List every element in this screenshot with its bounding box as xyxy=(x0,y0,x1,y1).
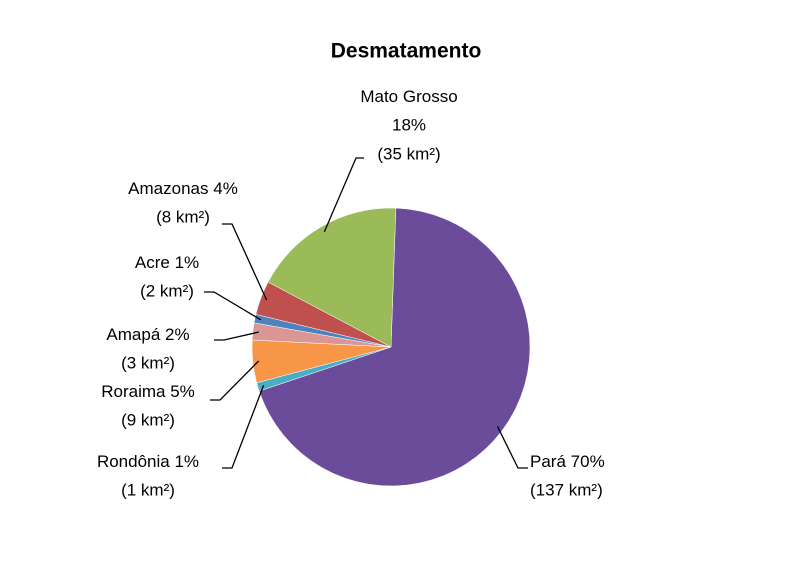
area-label: (1 km²) xyxy=(121,480,175,499)
leader-line xyxy=(222,385,265,469)
area-label: (2 km²) xyxy=(140,281,194,300)
data-label: Mato Grosso xyxy=(360,87,457,106)
leader-line xyxy=(323,157,364,233)
pie-slice xyxy=(258,207,531,487)
data-label: Pará 70% xyxy=(530,452,605,471)
category-label: Roraima xyxy=(101,382,166,401)
category-label: Rondônia xyxy=(97,452,170,471)
area-label: (35 km²) xyxy=(377,144,440,163)
chart-title: Desmatamento xyxy=(331,40,482,63)
leader-line xyxy=(210,360,260,401)
leader-line xyxy=(222,223,268,301)
area-label: (9 km²) xyxy=(121,410,175,429)
data-label: Roraima 5% xyxy=(101,382,195,401)
leader-line xyxy=(204,291,262,321)
leader-line xyxy=(496,426,528,469)
category-label: Amazonas xyxy=(128,179,208,198)
data-label: Amapá 2% xyxy=(106,325,189,344)
value-label: 2% xyxy=(165,325,190,344)
value-label: 1% xyxy=(174,452,199,471)
category-label: Mato Grosso xyxy=(360,87,457,106)
pie-slice xyxy=(267,207,397,348)
category-label: Acre xyxy=(135,253,170,272)
data-label: Acre 1% xyxy=(135,253,199,272)
value-label: 70% xyxy=(571,452,605,471)
value-label: 18% xyxy=(392,115,426,134)
value-label: 1% xyxy=(175,253,200,272)
category-label: Pará xyxy=(530,452,566,471)
data-label: Amazonas 4% xyxy=(128,179,238,198)
category-label: Amapá xyxy=(106,325,160,344)
area-label: (8 km²) xyxy=(156,207,210,226)
value-label: 5% xyxy=(170,382,195,401)
value-label: 4% xyxy=(213,179,238,198)
leader-line xyxy=(214,331,259,341)
area-label: (3 km²) xyxy=(121,353,175,372)
data-label: Rondônia 1% xyxy=(97,452,199,471)
area-label: (137 km²) xyxy=(530,480,603,499)
